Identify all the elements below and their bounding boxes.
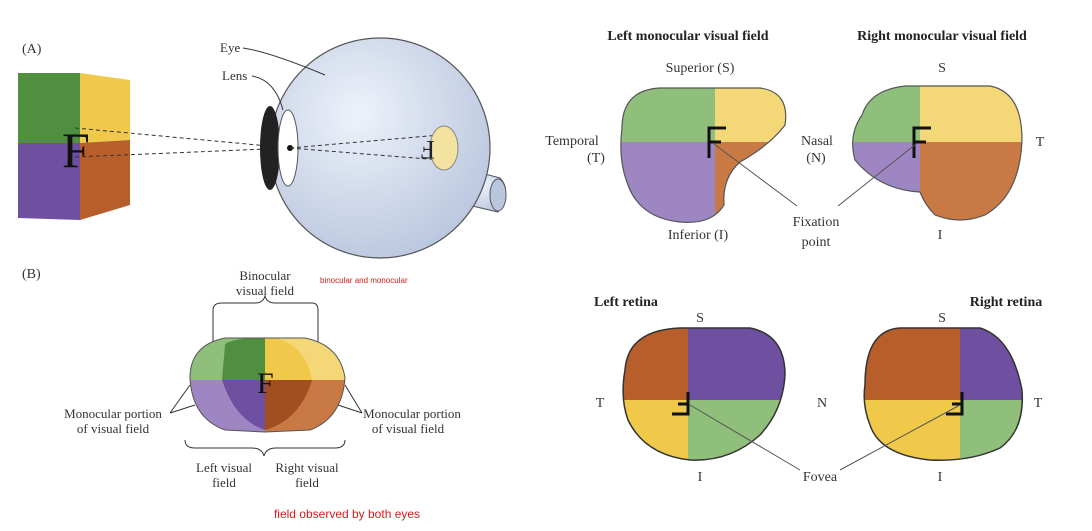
optic-nerve-end [489, 178, 507, 212]
left-visual-field-line2: field [212, 475, 236, 490]
fixation-pointer-right [837, 143, 917, 207]
right-visual-field-line2: field [295, 475, 319, 490]
left-visual-field-line1: Left visual [196, 460, 252, 475]
fovea-label: Fovea [803, 470, 838, 485]
right-monocular-label-line1: Monocular portion [363, 406, 461, 421]
left-retina [623, 328, 785, 461]
right-retina-i: I [938, 470, 943, 485]
lens-leader-line [251, 75, 284, 111]
visual-fields-panel: Left monocular visual field Right monocu… [545, 29, 1044, 250]
panel-a: (A) F F Eye Lens [18, 37, 507, 259]
right-retina-s: S [938, 311, 946, 326]
right-monocular-field [852, 86, 1022, 220]
binocular-label-line1: Binocular [239, 268, 291, 283]
panel-b: (B) Binocular visual field binocular and… [22, 267, 461, 521]
right-retina [864, 328, 1023, 461]
temporal-label-line2: (T) [587, 151, 605, 166]
left-retina-outline [622, 327, 786, 461]
nasal-n-label: N [817, 396, 827, 411]
retina-image-spot [429, 125, 459, 171]
left-field-f-glyph [707, 126, 726, 158]
nasal-label-line2: (N) [806, 151, 826, 166]
left-retina-title: Left retina [594, 295, 658, 310]
left-retina-f-glyph [672, 392, 690, 416]
binocular-outline [189, 337, 346, 433]
iris [260, 106, 280, 190]
right-retina-t: T [1034, 396, 1043, 411]
right-monocular-pointer [337, 384, 363, 414]
field-brace [184, 439, 346, 457]
stimulus-quadrant-green [18, 73, 80, 143]
overlap-yellow [265, 338, 312, 380]
binocular-bracket [212, 294, 319, 345]
fixation-label-line2: point [802, 235, 831, 250]
panel-a-label: (A) [22, 42, 42, 57]
retina-letter: F [421, 135, 435, 164]
temporal-label-line1: Temporal [545, 134, 599, 149]
light-ray-upper [74, 127, 291, 149]
fixation-label-line1: Fixation [793, 215, 840, 230]
fixation-pointer-left [713, 143, 798, 207]
retinas-panel: Left retina Right retina S S T N T I I F… [594, 295, 1043, 485]
right-visual-field-line1: Right visual [275, 460, 339, 475]
overlap-green [222, 338, 265, 380]
lens-label: Lens [222, 68, 247, 83]
eye-leader-line [242, 47, 326, 76]
annotation-binocular-monocular: binocular and monocular [320, 276, 408, 285]
right-inferior-label: I [938, 228, 943, 243]
left-retina-t: T [596, 396, 605, 411]
light-ray-lower [74, 147, 291, 158]
left-monocular-field [620, 88, 786, 223]
left-retina-s: S [696, 311, 704, 326]
left-monocular-outline [620, 87, 787, 223]
right-monocular-outline [852, 85, 1023, 221]
overlap-purple [222, 380, 265, 430]
eyeball: F [260, 37, 507, 259]
right-retina-title: Right retina [970, 295, 1042, 310]
eye-label: Eye [220, 40, 240, 55]
right-monocular-label-line2: of visual field [372, 421, 445, 436]
left-retina-i: I [698, 470, 703, 485]
right-retina-outline [863, 327, 1024, 461]
left-monocular-pointer [169, 384, 196, 414]
right-field-title: Right monocular visual field [857, 29, 1027, 44]
right-field-f-glyph [912, 126, 931, 158]
annotation-both-eyes: field observed by both eyes [274, 507, 420, 521]
left-field-title: Left monocular visual field [607, 29, 768, 44]
overlap-orange [265, 380, 312, 430]
stimulus-quadrant-orange [80, 140, 130, 220]
left-monocular-label-line1: Monocular portion [64, 406, 162, 421]
right-retina-f-glyph [946, 392, 964, 416]
fovea-pointer-right [839, 404, 961, 471]
right-superior-label: S [938, 61, 946, 76]
panel-b-label: (B) [22, 267, 41, 282]
stimulus-square: F [18, 73, 130, 220]
binocular-letter: F [257, 367, 274, 400]
left-monocular-label-line2: of visual field [77, 421, 150, 436]
right-temporal-label: T [1036, 135, 1045, 150]
binocular-field [190, 338, 345, 432]
nasal-label-line1: Nasal [801, 134, 833, 149]
inferior-label: Inferior (I) [668, 228, 729, 243]
stimulus-letter: F [62, 122, 90, 178]
fovea-pointer-left [689, 404, 801, 471]
stimulus-quadrant-yellow [80, 73, 130, 143]
superior-label: Superior (S) [666, 61, 735, 76]
stimulus-quadrant-purple [18, 143, 80, 220]
binocular-label-line2: visual field [236, 283, 295, 298]
